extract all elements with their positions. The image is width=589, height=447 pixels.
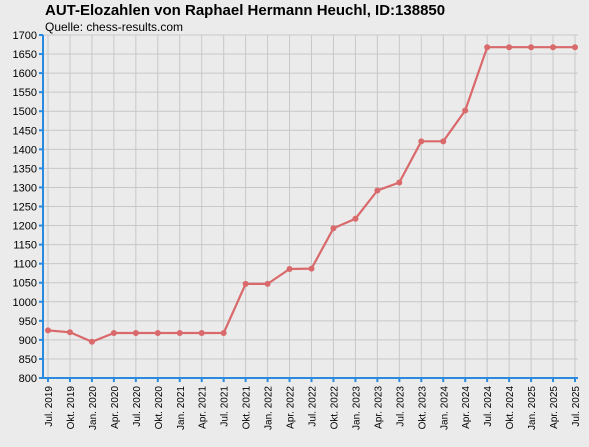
data-point bbox=[528, 44, 535, 51]
x-tick-label: Jan. 2023 bbox=[351, 386, 362, 430]
data-point bbox=[88, 338, 95, 345]
x-tick-label: Jan. 2020 bbox=[88, 386, 99, 430]
x-tick-label: Apr. 2023 bbox=[373, 386, 384, 429]
x-tick-label: Jan. 2021 bbox=[176, 386, 187, 430]
y-tick-label: 1000 bbox=[13, 297, 37, 309]
y-tick-label: 1150 bbox=[13, 240, 37, 252]
y-tick-label: 1100 bbox=[13, 259, 37, 271]
data-point bbox=[154, 330, 161, 337]
x-tick-label: Apr. 2025 bbox=[549, 386, 560, 429]
data-point bbox=[572, 44, 578, 51]
data-point bbox=[440, 138, 447, 145]
data-point bbox=[550, 44, 557, 51]
y-tick-label: 1200 bbox=[13, 221, 37, 233]
data-point bbox=[506, 44, 513, 51]
x-tick-label: Jul. 2020 bbox=[132, 386, 143, 427]
x-tick-label: Jan. 2025 bbox=[527, 386, 538, 430]
x-tick-label: Apr. 2024 bbox=[461, 386, 472, 429]
y-tick-label: 1500 bbox=[13, 106, 37, 118]
data-point bbox=[45, 327, 51, 334]
y-tick-label: 1450 bbox=[13, 125, 37, 137]
data-point bbox=[242, 280, 249, 287]
data-point bbox=[484, 44, 491, 51]
x-tick-label: Apr. 2021 bbox=[198, 386, 209, 429]
data-point bbox=[176, 330, 183, 337]
data-point bbox=[264, 280, 271, 287]
y-tick-label: 1350 bbox=[13, 163, 37, 175]
y-tick-label: 1550 bbox=[13, 87, 37, 99]
x-tick-label: Jul. 2023 bbox=[395, 386, 406, 427]
data-point bbox=[220, 330, 227, 337]
y-tick-label: 1600 bbox=[13, 68, 37, 80]
y-tick-label: 950 bbox=[19, 316, 37, 328]
x-tick-label: Apr. 2022 bbox=[286, 386, 297, 429]
axes: 800 850 900 950 1000 1050 1100 1150 1200 1250 1300… bbox=[13, 30, 582, 430]
data-point bbox=[66, 329, 73, 336]
x-tick-label: Okt. 2024 bbox=[505, 386, 516, 430]
data-point bbox=[110, 330, 117, 337]
data-point bbox=[418, 138, 425, 145]
data-point bbox=[374, 187, 381, 194]
chart-subtitle: Quelle: chess-results.com bbox=[45, 20, 184, 34]
x-tick-label: Okt. 2019 bbox=[66, 386, 77, 430]
data-series bbox=[45, 44, 578, 345]
y-tick-label: 800 bbox=[19, 373, 37, 385]
data-point bbox=[352, 215, 359, 222]
y-tick-label: 1650 bbox=[13, 49, 37, 61]
data-point bbox=[286, 266, 293, 273]
data-point bbox=[330, 225, 337, 232]
x-tick-label: Okt. 2022 bbox=[329, 386, 340, 430]
x-tick-label: Okt. 2023 bbox=[417, 386, 428, 430]
y-tick-label: 1700 bbox=[13, 30, 37, 42]
y-tick-label: 850 bbox=[19, 354, 37, 366]
x-tick-label: Jul. 2024 bbox=[483, 386, 494, 427]
grid bbox=[43, 34, 578, 379]
data-point bbox=[462, 107, 469, 114]
data-point bbox=[132, 330, 139, 337]
x-tick-label: Okt. 2020 bbox=[154, 386, 165, 430]
x-tick-label: Jul. 2021 bbox=[220, 386, 231, 427]
chart-title: AUT-Elozahlen von Raphael Hermann Heuchl… bbox=[45, 2, 446, 19]
x-tick-label: Jul. 2019 bbox=[44, 386, 55, 427]
data-point bbox=[308, 265, 315, 272]
x-tick-label: Okt. 2021 bbox=[242, 386, 253, 430]
x-tick-label: Jul. 2022 bbox=[308, 386, 319, 427]
y-tick-label: 900 bbox=[19, 335, 37, 347]
data-point bbox=[396, 179, 403, 186]
y-tick-label: 1250 bbox=[13, 202, 37, 214]
x-tick-label: Jan. 2024 bbox=[439, 386, 450, 430]
y-tick-label: 1300 bbox=[13, 182, 37, 194]
data-point bbox=[198, 330, 205, 337]
x-tick-label: Jan. 2022 bbox=[264, 386, 275, 430]
x-tick-label: Jul. 2025 bbox=[571, 386, 582, 427]
y-tick-label: 1400 bbox=[13, 144, 37, 156]
y-tick-label: 1050 bbox=[13, 278, 37, 290]
x-tick-label: Apr. 2020 bbox=[110, 386, 121, 429]
